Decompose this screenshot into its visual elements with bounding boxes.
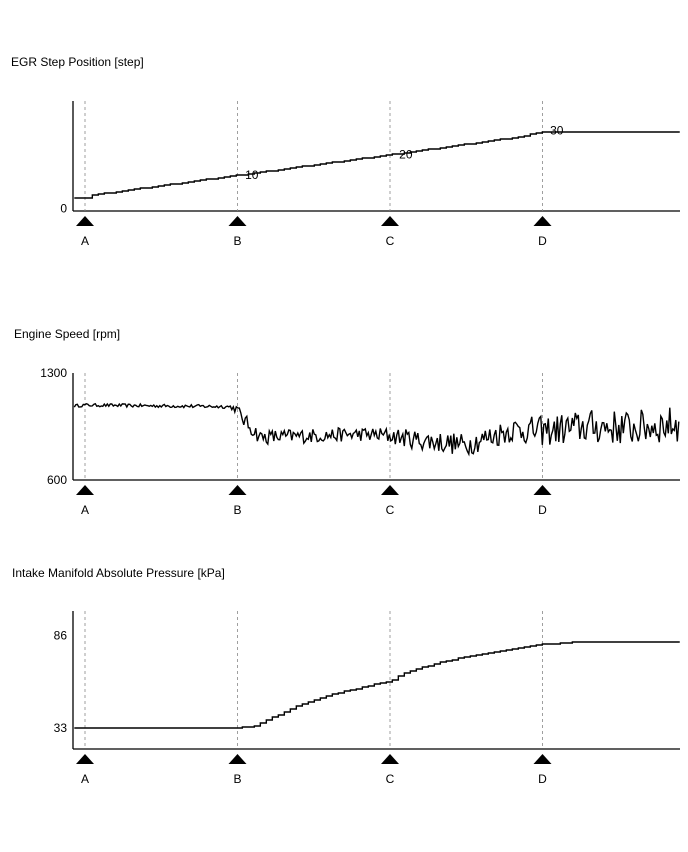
y-tick-label: 86 xyxy=(54,628,68,642)
marker-label-d: D xyxy=(538,503,547,517)
series-line xyxy=(74,131,680,199)
chart-panel-egr: EGR Step Position [step] A B C D 0 10 20 30 xyxy=(11,55,680,248)
marker-label-c: C xyxy=(386,772,395,786)
marker-triangle-c xyxy=(381,485,399,495)
marker-label-a: A xyxy=(81,503,89,517)
chart-panel-map: Intake Manifold Absolute Pressure [kPa] … xyxy=(12,566,680,786)
y-tick-label: 33 xyxy=(54,721,68,735)
marker-triangle-b xyxy=(228,485,247,495)
marker-triangle-a xyxy=(76,216,94,226)
marker-label-c: C xyxy=(386,234,395,248)
value-label: 30 xyxy=(550,123,564,137)
marker-triangle-d xyxy=(533,216,552,226)
marker-label-d: D xyxy=(538,234,547,248)
marker-label-c: C xyxy=(386,503,395,517)
marker-label-a: A xyxy=(81,772,89,786)
marker-triangle-d xyxy=(533,754,552,764)
marker-triangle-d xyxy=(533,485,552,495)
marker-label-a: A xyxy=(81,234,89,248)
marker-triangle-b xyxy=(228,216,247,226)
series-line xyxy=(73,402,680,457)
marker-triangle-a xyxy=(76,485,94,495)
marker-triangle-a xyxy=(76,754,94,764)
series-line xyxy=(74,641,680,729)
y-tick-label: 600 xyxy=(47,473,67,487)
marker-triangle-c xyxy=(381,216,399,226)
value-label: 10 xyxy=(245,168,259,182)
y-tick-label: 0 xyxy=(60,201,67,215)
marker-label-b: B xyxy=(233,772,241,786)
marker-label-b: B xyxy=(233,234,241,248)
value-label: 20 xyxy=(399,148,413,162)
marker-label-d: D xyxy=(538,772,547,786)
chart-title-egr: EGR Step Position [step] xyxy=(11,55,144,69)
marker-label-b: B xyxy=(233,503,241,517)
chart-panel-engine-speed: Engine Speed [rpm] A B C D 1300 600 xyxy=(14,327,680,517)
marker-triangle-b xyxy=(228,754,247,764)
marker-triangle-c xyxy=(381,754,399,764)
chart-title-map: Intake Manifold Absolute Pressure [kPa] xyxy=(12,566,225,580)
y-tick-label: 1300 xyxy=(40,366,67,380)
chart-title-engine-speed: Engine Speed [rpm] xyxy=(14,327,120,341)
